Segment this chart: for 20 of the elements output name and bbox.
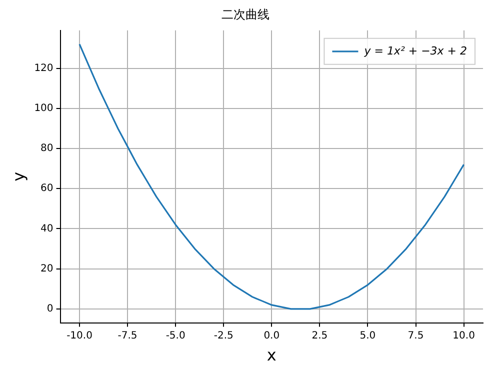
chart-title: 二次曲线	[222, 7, 270, 22]
y-tick-label: 80	[40, 143, 54, 154]
legend-label: y = 1x² + −3x + 2	[363, 44, 467, 58]
x-tick-label: -2.5	[214, 330, 234, 342]
y-tick-label: 120	[34, 62, 54, 74]
x-tick-label: 5.0	[360, 330, 376, 342]
y-tick-label: 20	[40, 263, 54, 274]
x-tick-label: 0.0	[264, 330, 280, 342]
y-axis-title: y	[8, 172, 28, 182]
x-tick-label: 2.5	[312, 330, 328, 342]
y-tick-label: 60	[40, 183, 54, 194]
x-tick-label: 7.5	[408, 330, 424, 342]
x-tick-label: -5.0	[166, 330, 186, 342]
x-axis-title: x	[266, 346, 276, 365]
x-tick-label: -7.5	[118, 330, 138, 342]
y-tick-label: 40	[40, 223, 54, 234]
x-tick-label: -10.0	[66, 330, 92, 342]
y-tick-label: 0	[46, 304, 54, 315]
y-tick-label: 100	[34, 103, 54, 114]
x-tick-label: 10.0	[452, 330, 475, 342]
